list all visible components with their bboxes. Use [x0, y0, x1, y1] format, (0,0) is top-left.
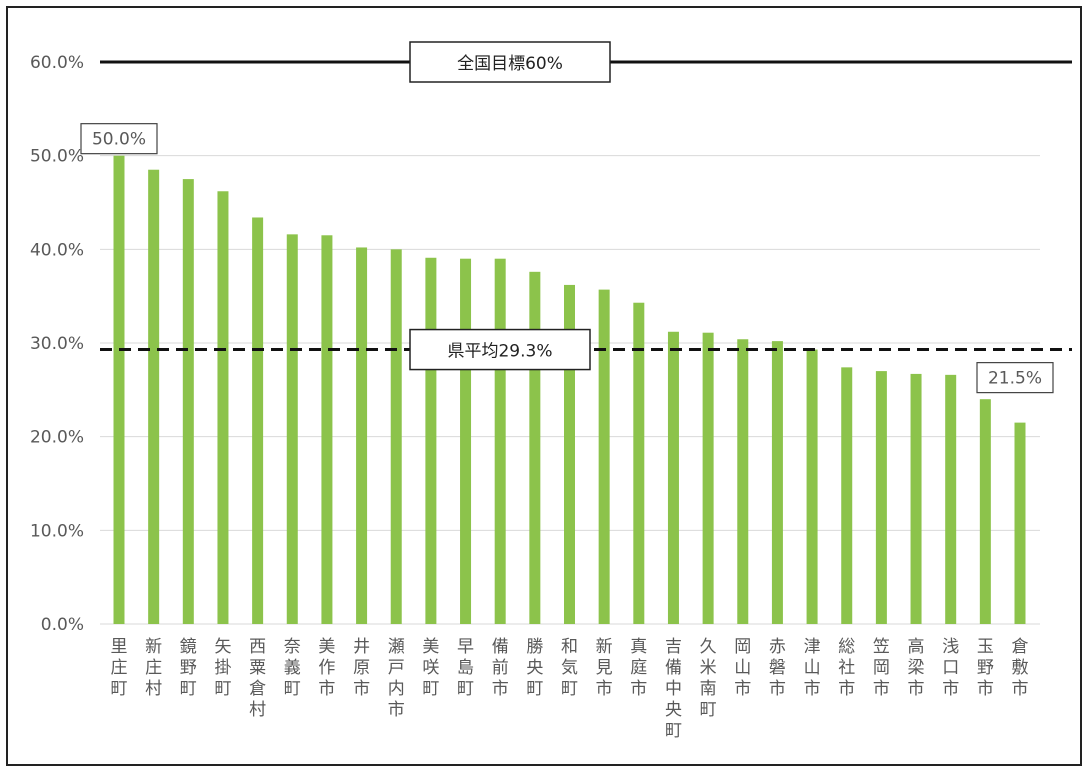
bar	[945, 374, 957, 624]
category-label: 鏡野町	[180, 637, 197, 699]
category-label: 美作市	[318, 637, 335, 699]
y-tick-label: 50.0%	[30, 147, 84, 167]
bars	[113, 155, 1026, 625]
data-labels: 50.0% 21.5%	[80, 123, 1054, 394]
y-tick-label: 20.0%	[30, 428, 84, 448]
reference-label-box	[409, 328, 591, 371]
category-label: 備前市	[492, 637, 509, 699]
bar	[286, 234, 298, 624]
y-tick-label: 0.0%	[41, 615, 84, 635]
reference-lines: 全国目標60% 県平均29.3%	[100, 41, 1072, 371]
category-label: 赤磐市	[769, 637, 786, 699]
category-label: 吉備中央町	[665, 637, 682, 741]
bar	[321, 235, 333, 625]
category-label: 新庄村	[145, 637, 162, 699]
bar	[633, 302, 645, 624]
data-label-box	[80, 123, 158, 155]
category-label: 高梁市	[908, 637, 925, 699]
category-label: 岡山市	[734, 637, 751, 699]
y-axis-ticks: 0.0% 10.0% 20.0% 30.0% 40.0% 50.0% 60.0%	[30, 53, 84, 635]
category-label: 笠岡市	[873, 637, 890, 699]
bar	[702, 332, 714, 624]
category-label: 矢掛町	[214, 637, 231, 699]
category-label: 奈義町	[284, 637, 301, 699]
category-label: 玉野市	[977, 637, 994, 699]
category-label: 倉敷市	[1012, 637, 1029, 699]
bar	[182, 179, 194, 625]
category-label: 里庄町	[111, 637, 128, 699]
bar	[529, 271, 541, 624]
bar	[737, 339, 749, 624]
category-label: 西粟倉村	[249, 637, 266, 720]
bar	[667, 331, 679, 624]
bar	[979, 399, 991, 624]
y-tick-label: 10.0%	[30, 521, 84, 541]
bar	[494, 258, 506, 624]
bar	[841, 367, 853, 624]
bar	[460, 258, 472, 624]
category-label: 早島町	[457, 637, 474, 699]
y-tick-label: 30.0%	[30, 334, 84, 354]
data-label: 21.5%	[988, 369, 1042, 389]
category-label: 真庭市	[630, 637, 647, 699]
bar	[806, 349, 818, 624]
category-label: 美咲町	[422, 637, 439, 699]
bar	[356, 247, 368, 624]
category-label: 久米南町	[700, 637, 717, 720]
bar	[910, 373, 922, 624]
data-label-box	[976, 362, 1054, 394]
reference-label-box	[409, 41, 611, 83]
bar	[148, 169, 160, 624]
category-label: 勝央町	[526, 637, 543, 699]
category-label: 総社市	[838, 637, 855, 699]
reference-label: 全国目標60%	[457, 54, 563, 74]
bar	[217, 191, 229, 624]
category-label: 浅口市	[942, 637, 959, 699]
bar	[771, 341, 783, 624]
bar	[113, 155, 125, 624]
bar	[598, 289, 610, 624]
reference-label: 県平均29.3%	[447, 342, 552, 362]
y-tick-label: 60.0%	[30, 53, 84, 73]
bar	[875, 371, 887, 624]
bar	[564, 284, 575, 624]
category-label: 井原市	[353, 637, 370, 699]
category-label: 新見市	[596, 637, 613, 699]
y-tick-label: 40.0%	[30, 240, 84, 260]
category-label: 津山市	[804, 637, 821, 699]
category-label: 瀬戸内市	[388, 637, 405, 720]
bar	[390, 249, 402, 625]
bar	[425, 257, 437, 624]
category-label: 和気町	[561, 637, 578, 699]
bar	[1014, 422, 1026, 624]
data-label: 50.0%	[92, 130, 146, 150]
bar	[252, 217, 264, 624]
